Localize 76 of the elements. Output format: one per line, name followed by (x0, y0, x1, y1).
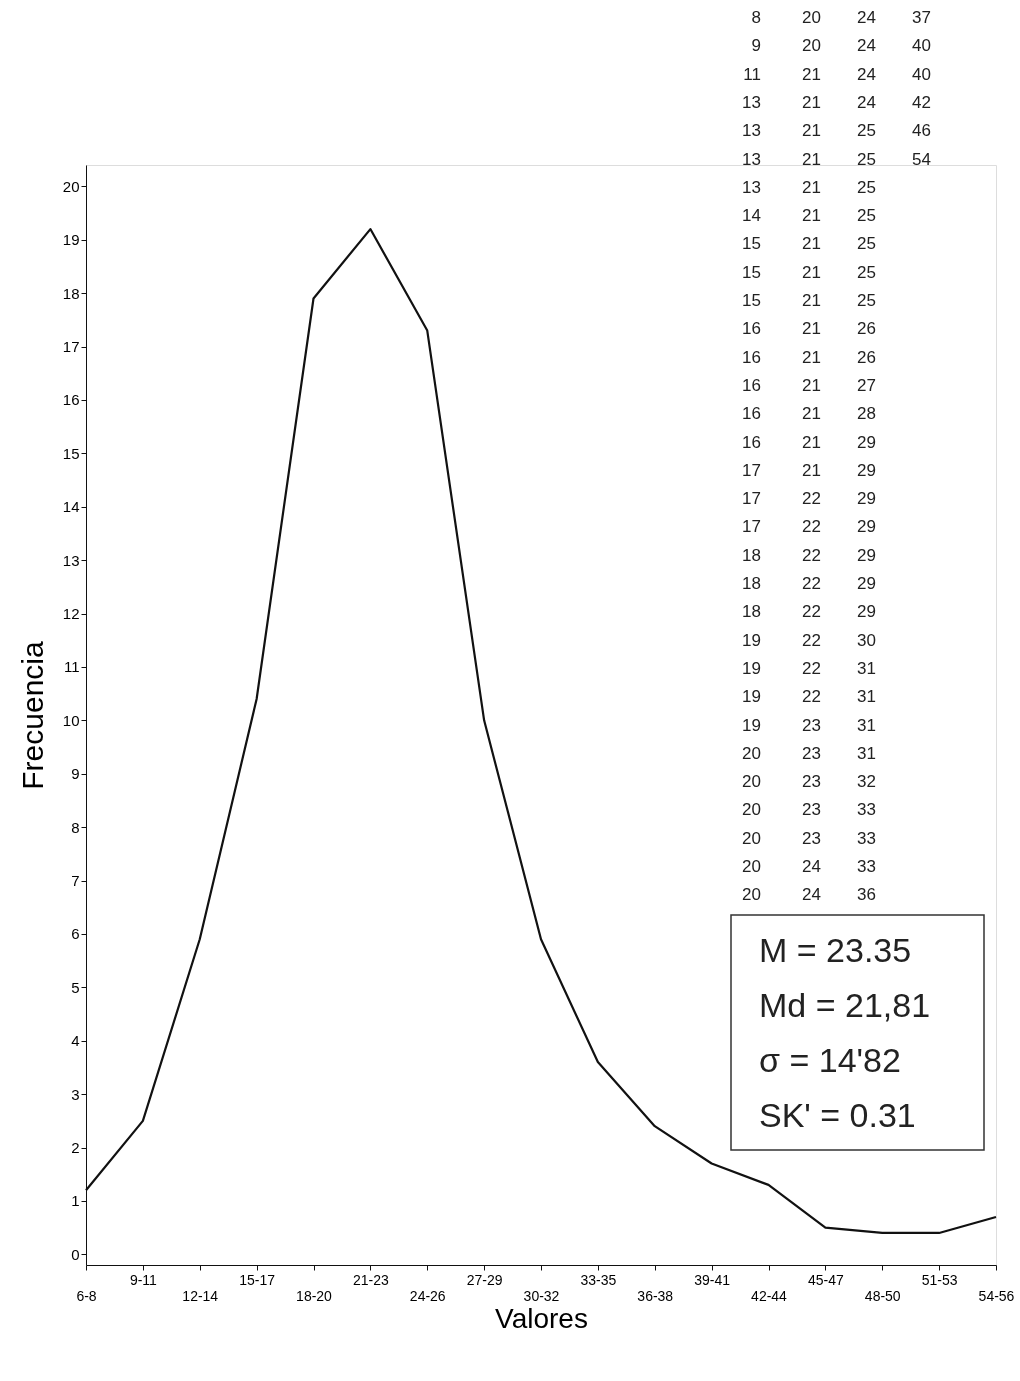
text: 13 21 25 54 (742, 149, 931, 169)
y-tick-label: 20 (62, 177, 80, 195)
y-tick-label: 4 (71, 1032, 80, 1050)
x-tick-label: 18-20 (296, 1287, 333, 1304)
y-tick-label: 12 (62, 605, 80, 623)
x-tick-label: 33-35 (580, 1271, 617, 1288)
text: 16 21 29 (742, 432, 876, 452)
text: 19 23 31 (742, 715, 876, 735)
x-tick-label: 12-14 (182, 1287, 219, 1304)
text: 17 22 29 (742, 517, 876, 537)
x-tick-label: 15-17 (239, 1271, 276, 1288)
y-tick-label: 7 (71, 872, 80, 890)
annotation: SK' = 0.31 (759, 1096, 916, 1134)
x-tick-label: 21-23 (352, 1271, 389, 1288)
x-tick-label: 54-56 (978, 1287, 1015, 1304)
y-axis-title: Frecuencia (15, 640, 49, 790)
annotation: σ = 14'82 (759, 1041, 901, 1079)
text: 18 22 29 (742, 602, 876, 622)
y-tick-label: 15 (62, 444, 80, 462)
text: 20 23 33 (742, 828, 876, 848)
text: 16 21 26 (742, 319, 876, 339)
text: 15 21 25 (742, 262, 876, 282)
text: 17 22 29 (742, 489, 876, 509)
x-tick-label: 27-29 (466, 1271, 503, 1288)
x-axis-title: Valores (495, 1302, 588, 1334)
y-tick-label: 6 (71, 925, 80, 943)
text: 18 22 29 (742, 545, 876, 565)
x-tick-label: 39-41 (694, 1271, 731, 1288)
x-tick-label: 24-26 (409, 1287, 446, 1304)
y-tick-label: 8 (71, 818, 80, 836)
y-tick-label: 5 (71, 978, 80, 996)
y-tick-label: 17 (62, 338, 80, 356)
text: 16 21 27 (742, 375, 876, 395)
text: 17 21 29 (742, 460, 876, 480)
text: 15 21 25 (742, 291, 876, 310)
text: 19 22 31 (742, 658, 876, 678)
text: 20 23 32 (742, 772, 876, 792)
x-tick-label: 51-53 (921, 1271, 958, 1288)
x-tick-label: 6-8 (76, 1287, 97, 1304)
y-tick-label: 11 (63, 658, 80, 676)
y-tick-label: 18 (62, 284, 80, 302)
text: 20 23 33 (742, 800, 876, 820)
y-tick-label: 0 (71, 1245, 80, 1263)
x-tick-label: 30-32 (523, 1287, 560, 1304)
x-tick-label: 36-38 (637, 1287, 674, 1304)
text: 19 22 31 (742, 687, 876, 707)
text: 8 20 24 37 (751, 8, 931, 27)
text: 16 21 28 (742, 404, 876, 424)
text: 11 21 24 40 (743, 64, 931, 84)
y-tick-label: 13 (62, 551, 80, 569)
y-tick-label: 3 (71, 1085, 80, 1103)
text: 18 22 29 (742, 574, 876, 593)
annotation: M = 23.35 (759, 931, 912, 969)
y-tick-label: 10 (62, 711, 80, 729)
y-tick-label: 9 (71, 765, 80, 783)
y-tick-label: 1 (71, 1192, 80, 1210)
x-tick-label: 48-50 (864, 1287, 901, 1304)
text: 14 21 25 (742, 206, 876, 226)
text: 16 21 26 (742, 347, 876, 367)
text: 13 21 25 (742, 177, 876, 197)
text: 20 24 33 (742, 857, 876, 876)
annotation: Md = 21,81 (759, 986, 931, 1024)
text: 13 21 25 46 (742, 121, 931, 141)
text: 19 22 30 (742, 630, 876, 650)
text: 20 24 36 (742, 885, 876, 905)
text: 15 21 25 (742, 234, 876, 254)
y-tick-label: 14 (62, 498, 80, 516)
text: 20 23 31 (742, 743, 876, 763)
x-tick-label: 45-47 (807, 1271, 844, 1288)
x-tick-label: 42-44 (751, 1287, 788, 1304)
y-tick-label: 19 (62, 231, 80, 249)
text: 9 20 24 40 (751, 36, 931, 56)
y-tick-label: 2 (71, 1139, 80, 1157)
y-tick-label: 16 (62, 391, 80, 409)
x-tick-label: 9-11 (129, 1271, 158, 1288)
text: 13 21 24 42 (742, 92, 931, 112)
